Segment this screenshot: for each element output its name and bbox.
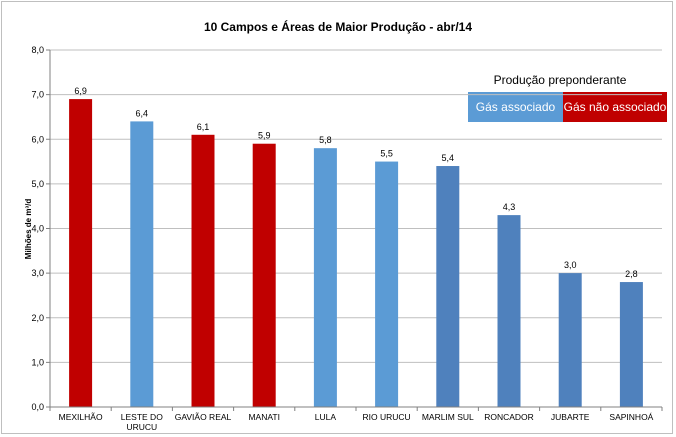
bar [436, 166, 460, 407]
y-tick-label: 6,0 [31, 134, 44, 144]
data-label: 5,8 [319, 135, 332, 145]
data-label: 2,8 [625, 269, 638, 279]
x-tick-label: RONCADOR [484, 412, 534, 422]
x-tick-label: MEXILHÃO [59, 412, 103, 422]
data-label: 5,5 [380, 149, 393, 159]
x-tick-label: SAPINHOÁ [609, 412, 653, 422]
x-tick-label: MARLIM SUL [422, 412, 474, 422]
x-tick-label: GAVIÃO REAL [175, 412, 232, 422]
axes: 0,0 1,0 2,0 3,0 4,0 5,0 6,0 7,0 8,0 MEXILHÃO LESTE… [31, 45, 663, 432]
data-label: 5,9 [258, 131, 271, 141]
legend-entry-associated-gas: Gás associado [468, 92, 563, 122]
y-tick-label: 1,0 [31, 357, 44, 367]
y-tick-label: 0,0 [31, 402, 44, 412]
bar [497, 215, 521, 407]
y-tick-label: 8,0 [31, 45, 44, 55]
data-label: 5,4 [442, 153, 455, 163]
bar [619, 282, 643, 407]
bar [130, 121, 154, 408]
legend-title: Produção preponderante [493, 73, 627, 87]
bars: 6,9 6,4 6,1 5,9 5,8 5,5 5,4 4,3 3,0 2,8 [69, 86, 643, 408]
bar [558, 273, 582, 407]
data-label: 6,1 [197, 122, 210, 132]
chart-title: 10 Campos e Áreas de Maior Produção - ab… [203, 20, 473, 34]
bar [252, 143, 276, 407]
bar [375, 161, 399, 407]
x-tick-label: MANATI [248, 412, 279, 422]
data-label: 3,0 [564, 260, 577, 270]
data-label: 6,9 [74, 86, 87, 96]
y-tick-label: 2,0 [31, 313, 44, 323]
y-tick-label: 7,0 [31, 90, 44, 100]
x-tick-label: URUCU [126, 422, 157, 432]
y-tick-label: 3,0 [31, 268, 44, 278]
y-tick-label: 4,0 [31, 224, 44, 234]
legend-entry-non-associated-gas: Gás não associado [563, 92, 667, 122]
bar [191, 134, 215, 407]
bar [69, 99, 93, 408]
y-axis-label: Milhões de m³/d [24, 199, 33, 260]
y-tick-label: 5,0 [31, 179, 44, 189]
x-tick-label: JUBARTE [551, 412, 590, 422]
data-label: 6,4 [136, 108, 149, 118]
x-tick-label: LULA [315, 412, 337, 422]
x-tick-label: RIO URUCU [363, 412, 411, 422]
x-tick-label: LESTE DO [121, 412, 163, 422]
data-label: 4,3 [503, 202, 516, 212]
bar [313, 148, 337, 408]
